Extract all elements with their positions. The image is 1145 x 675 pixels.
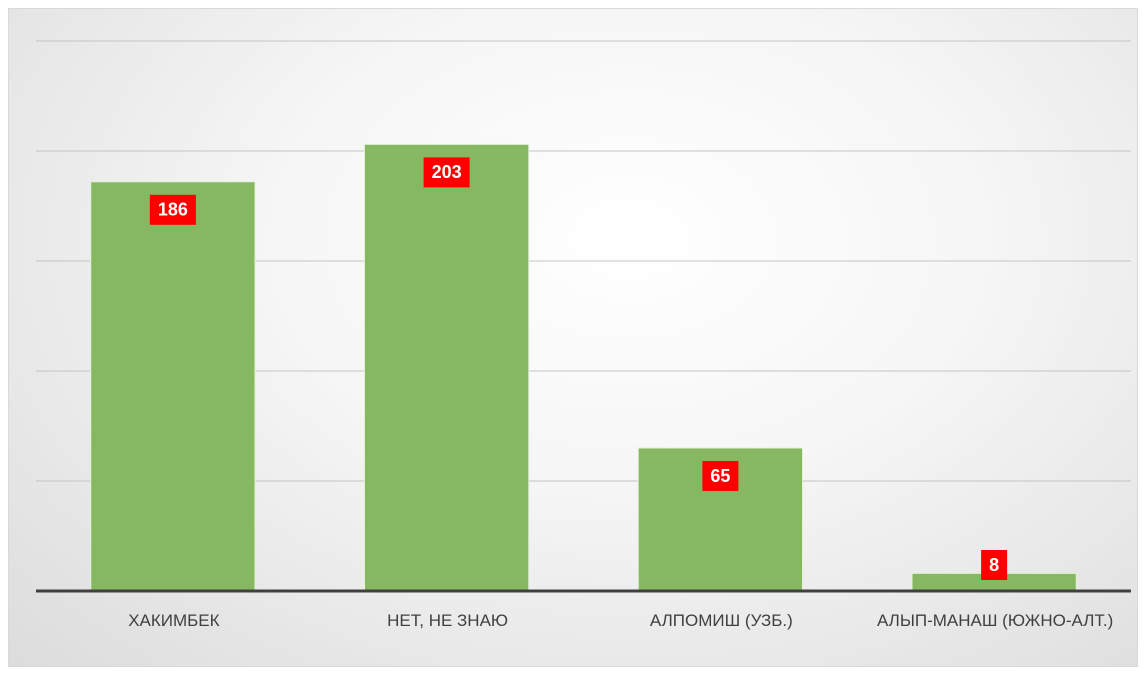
x-tick-label: НЕТ, НЕ ЗНАЮ <box>387 611 509 630</box>
x-tick-label: ХАКИМБЕК <box>128 611 220 630</box>
x-tick-label: АЛПОМИШ (УЗБ.) <box>649 611 793 630</box>
x-tick-label: АЛЫП-МАНАШ (ЮЖНО-АЛТ.) <box>876 611 1114 630</box>
data-label: 8 <box>989 555 999 575</box>
data-label: 186 <box>158 200 188 220</box>
data-label-box <box>702 461 739 491</box>
data-label-box <box>981 550 1008 580</box>
data-label: 203 <box>432 162 462 182</box>
data-label: 65 <box>710 466 730 486</box>
data-label-box <box>149 194 196 225</box>
bar <box>90 181 256 592</box>
bar <box>364 143 530 592</box>
data-label-box <box>423 157 470 188</box>
